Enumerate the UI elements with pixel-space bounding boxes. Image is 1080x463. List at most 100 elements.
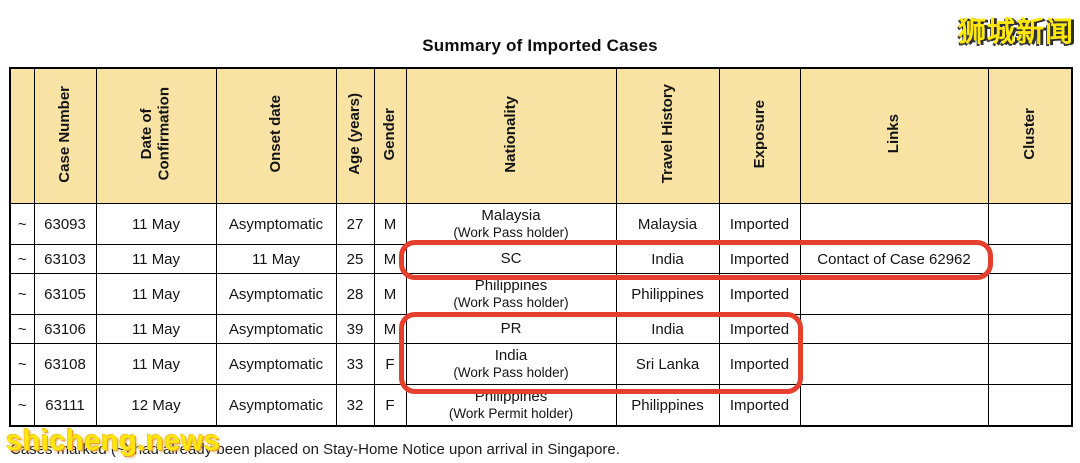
nationality-main: SC [500,249,522,267]
header-onset-date: Onset date [215,67,337,204]
header-travel-history: Travel History [615,67,720,204]
nationality-main: India [494,346,528,364]
cell-age: 27 [335,203,375,245]
header-row: Case Number Date of Confirmation Onset d… [9,67,1073,204]
nationality-main: Philippines [474,276,548,294]
watermark-shicheng-news: shicheng.news [6,425,221,457]
table-row-63103: ~ 63103 11 May 11 May 25 M SC India Impo… [9,244,1073,274]
cell-confirm-date: 11 May [95,273,217,315]
cell-confirm-date: 11 May [95,343,217,385]
cell-links [799,384,989,427]
cell-onset: Asymptomatic [215,314,337,344]
cell-case-number: 63106 [33,314,97,344]
nationality-sub: (Work Pass holder) [453,225,569,241]
cell-exposure: Imported [718,343,801,385]
cell-case-number: 63093 [33,203,97,245]
cell-mark: ~ [9,343,35,385]
table-row-63093: ~ 63093 11 May Asymptomatic 27 M Malaysi… [9,203,1073,245]
cell-cluster [987,343,1073,385]
cell-onset: 11 May [215,244,337,274]
header-nationality-label: Nationality [502,95,520,173]
cell-case-number: 63105 [33,273,97,315]
header-cluster-label: Cluster [1020,108,1038,160]
cell-cluster [987,384,1073,427]
cell-travel-history: India [615,314,720,344]
nationality-main: Malaysia [481,206,541,224]
cell-onset: Asymptomatic [215,343,337,385]
cell-exposure: Imported [718,203,801,245]
cell-mark: ~ [9,244,35,274]
cell-cluster [987,273,1073,315]
cell-nationality: India (Work Pass holder) [405,343,617,385]
cell-exposure: Imported [718,314,801,344]
cell-gender: M [373,273,407,315]
cell-age: 28 [335,273,375,315]
header-onset-date-label: Onset date [267,95,285,173]
cell-onset: Asymptomatic [215,203,337,245]
cell-travel-history: Philippines [615,384,720,427]
cell-case-number: 63103 [33,244,97,274]
cell-links: Contact of Case 62962 [799,244,989,274]
cell-links [799,203,989,245]
watermark-shicheng-chinese: 狮城新闻 [957,16,1074,47]
cell-travel-history: Philippines [615,273,720,315]
imported-cases-table: Case Number Date of Confirmation Onset d… [9,67,1073,427]
nationality-sub: (Work Pass holder) [453,365,569,381]
cell-age: 33 [335,343,375,385]
header-age-label: Age (years) [346,93,364,175]
cell-gender: M [373,314,407,344]
header-age: Age (years) [335,67,375,204]
header-case-number: Case Number [33,67,97,204]
cell-age: 32 [335,384,375,427]
footnote-text: Cases marked (~) had already been placed… [10,441,620,458]
cell-exposure: Imported [718,244,801,274]
table-row-63106: ~ 63106 11 May Asymptomatic 39 M PR Indi… [9,314,1073,344]
cell-gender: M [373,244,407,274]
cell-links [799,273,989,315]
table-row-63105: ~ 63105 11 May Asymptomatic 28 M Philipp… [9,273,1073,315]
cell-cluster [987,203,1073,245]
cell-nationality: SC [405,244,617,274]
page-title: Summary of Imported Cases [422,36,658,55]
header-mark [9,67,35,204]
cell-mark: ~ [9,314,35,344]
cell-onset: Asymptomatic [215,273,337,315]
header-exposure: Exposure [718,67,801,204]
cell-links [799,343,989,385]
nationality-sub: (Work Permit holder) [448,406,574,422]
cell-travel-history: India [615,244,720,274]
header-travel-history-label: Travel History [658,84,676,184]
cell-case-number: 63111 [33,384,97,427]
header-case-number-label: Case Number [56,85,74,183]
nationality-sub: (Work Pass holder) [453,295,569,311]
cell-gender: M [373,203,407,245]
table-row-63111: ~ 63111 12 May Asymptomatic 32 F Philipp… [9,384,1073,427]
header-date-of-confirmation-label: Date of Confirmation [138,87,173,181]
cell-case-number: 63108 [33,343,97,385]
cell-confirm-date: 11 May [95,314,217,344]
cell-cluster [987,314,1073,344]
cell-exposure: Imported [718,273,801,315]
cell-cluster [987,244,1073,274]
cell-gender: F [373,343,407,385]
header-date-of-confirmation: Date of Confirmation [95,67,217,204]
cell-nationality: Philippines (Work Pass holder) [405,273,617,315]
cell-age: 39 [335,314,375,344]
cell-exposure: Imported [718,384,801,427]
header-nationality: Nationality [405,67,617,204]
cell-gender: F [373,384,407,427]
cell-nationality: Philippines (Work Permit holder) [405,384,617,427]
cell-links [799,314,989,344]
nationality-main: Philippines [474,387,548,405]
header-gender-label: Gender [381,107,399,161]
cell-travel-history: Sri Lanka [615,343,720,385]
cell-mark: ~ [9,203,35,245]
cell-mark: ~ [9,273,35,315]
cell-age: 25 [335,244,375,274]
header-links: Links [799,67,989,204]
header-exposure-label: Exposure [750,99,768,169]
cell-onset: Asymptomatic [215,384,337,427]
table-row-63108: ~ 63108 11 May Asymptomatic 33 F India (W… [9,343,1073,385]
header-links-label: Links [885,114,903,154]
cell-confirm-date: 11 May [95,244,217,274]
